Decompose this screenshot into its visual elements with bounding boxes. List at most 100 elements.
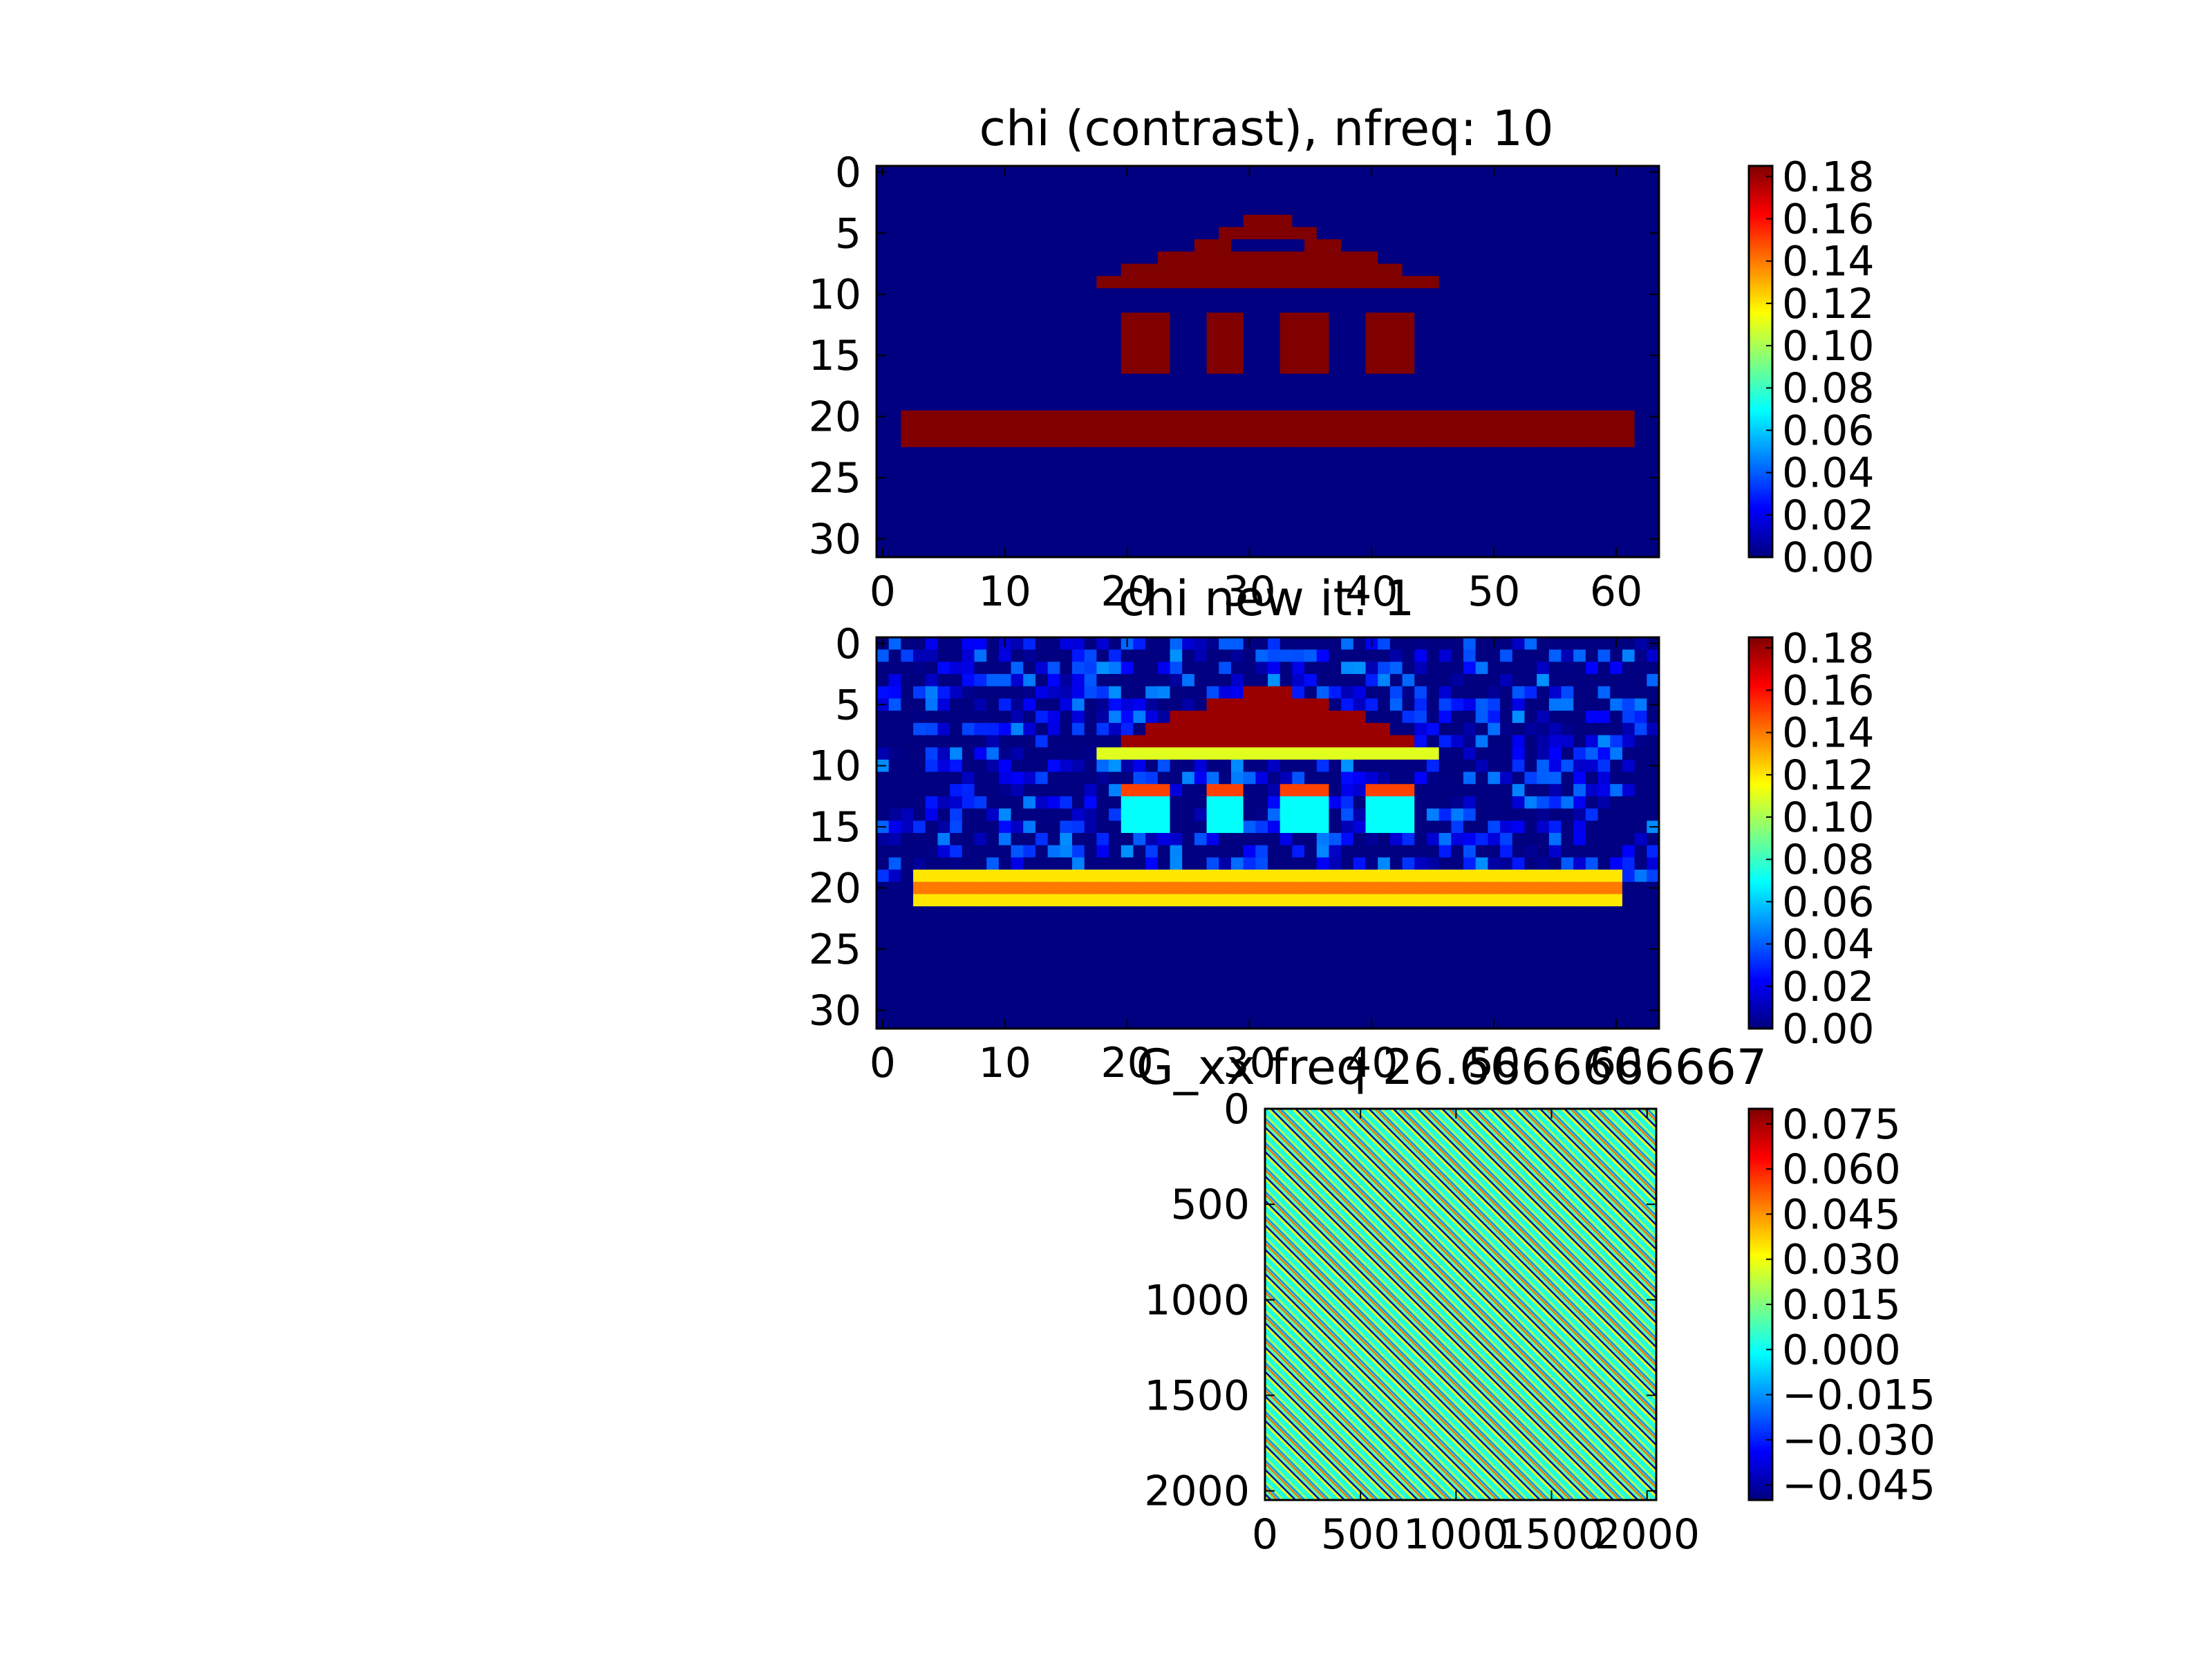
heatmap-cell	[1268, 980, 1281, 993]
heatmap-cell	[1182, 239, 1195, 252]
heatmap-cell	[1060, 637, 1073, 650]
heatmap-cell	[1011, 263, 1024, 276]
heatmap-cell	[1292, 496, 1305, 509]
heatmap-cell	[1365, 722, 1378, 736]
heatmap-band	[1265, 1257, 1508, 1500]
heatmap-cell	[1622, 508, 1635, 521]
heatmap-cell	[1157, 980, 1171, 993]
heatmap-cell	[1316, 1004, 1330, 1017]
heatmap-cell	[1610, 930, 1623, 944]
heatmap-cell	[1206, 276, 1219, 289]
heatmap-cell	[1414, 435, 1427, 448]
heatmap-cell	[1268, 747, 1281, 760]
heatmap-cell	[1047, 796, 1060, 809]
heatmap-cell	[1035, 496, 1049, 509]
heatmap-cell	[1023, 483, 1036, 497]
heatmap-cell	[1573, 190, 1586, 203]
heatmap-cell	[1170, 722, 1183, 736]
heatmap-cell	[950, 637, 963, 650]
heatmap-cell	[1230, 373, 1244, 386]
heatmap-cell	[986, 203, 1000, 216]
heatmap-cell	[1438, 459, 1452, 472]
heatmap-cell	[1548, 980, 1562, 993]
heatmap-cell	[1268, 532, 1281, 545]
heatmap-cell	[1035, 674, 1049, 687]
heatmap-cell	[1170, 324, 1183, 338]
heatmap-cell	[925, 735, 939, 748]
heatmap-cell	[1341, 166, 1354, 179]
heatmap-cell	[1145, 508, 1159, 521]
panel-1-frame	[875, 165, 1660, 559]
heatmap-cell	[1524, 520, 1537, 534]
heatmap-cell	[1072, 991, 1085, 1005]
heatmap-cell	[1353, 276, 1367, 289]
heatmap-cell	[1121, 422, 1134, 435]
heatmap-cell	[1182, 288, 1195, 301]
heatmap-cell	[1573, 698, 1586, 711]
heatmap-cell	[1463, 471, 1477, 485]
heatmap-cell	[1451, 410, 1464, 424]
heatmap-cell	[1011, 483, 1024, 497]
heatmap-cell	[937, 870, 950, 883]
heatmap-band	[1515, 1109, 1656, 1251]
heatmap-cell	[962, 483, 975, 497]
heatmap-cell	[1414, 955, 1427, 968]
heatmap-cell	[1548, 324, 1562, 338]
heatmap-cell	[1268, 967, 1281, 980]
heatmap-cell	[1573, 686, 1586, 700]
heatmap-cell	[901, 227, 914, 240]
heatmap-cell	[1084, 435, 1097, 448]
heatmap-cell	[1378, 662, 1391, 675]
heatmap-cell	[1145, 324, 1159, 338]
heatmap-band	[1392, 1109, 1656, 1373]
heatmap-cell	[1438, 918, 1452, 932]
heatmap-cell	[1548, 349, 1562, 362]
heatmap-cell	[1329, 845, 1342, 858]
heatmap-cell	[1378, 943, 1391, 956]
heatmap-cell	[1548, 545, 1562, 558]
heatmap-cell	[1243, 870, 1256, 883]
heatmap-cell	[1011, 422, 1024, 435]
heatmap-cell	[1182, 1016, 1195, 1029]
heatmap-cell	[1512, 435, 1526, 448]
heatmap-cell	[1072, 373, 1085, 386]
heatmap-cell	[925, 508, 939, 521]
heatmap-cell	[1047, 784, 1060, 797]
heatmap-cell	[1182, 967, 1195, 980]
heatmap-cell	[1145, 459, 1159, 472]
colorbar-tick-label: 0.00	[1782, 534, 1875, 582]
heatmap-cell	[1329, 722, 1342, 736]
heatmap-cell	[1255, 674, 1268, 687]
heatmap-cell	[1096, 722, 1109, 736]
heatmap-cell	[962, 930, 975, 944]
heatmap-cell	[1072, 166, 1085, 179]
heatmap-cell	[1109, 711, 1122, 724]
heatmap-cell	[1084, 373, 1097, 386]
heatmap-cell	[1353, 784, 1367, 797]
heatmap-cell	[1622, 227, 1635, 240]
heatmap-cell	[1634, 373, 1647, 386]
heatmap-cell	[1537, 373, 1550, 386]
heatmap-cell	[1389, 918, 1403, 932]
heatmap-cell	[937, 918, 950, 932]
heatmap-cell	[1341, 845, 1354, 858]
heatmap-cell	[1585, 422, 1599, 435]
heatmap-cell	[1537, 784, 1550, 797]
heatmap-cell	[1451, 300, 1464, 313]
heatmap-cell	[1316, 496, 1330, 509]
heatmap-cell	[950, 422, 963, 435]
heatmap-cell	[1023, 312, 1036, 326]
heatmap-cell	[913, 857, 926, 870]
heatmap-cell	[1316, 857, 1330, 870]
heatmap-cell	[901, 771, 914, 785]
heatmap-cell	[1500, 918, 1513, 932]
heatmap-cell	[1573, 821, 1586, 834]
heatmap-cell	[1537, 722, 1550, 736]
heatmap-cell	[1170, 312, 1183, 326]
heatmap-cell	[1561, 447, 1574, 460]
heatmap-cell	[1280, 637, 1293, 650]
heatmap-cell	[998, 178, 1012, 191]
heatmap-band	[1265, 1312, 1452, 1500]
heatmap-cell	[1280, 398, 1293, 411]
heatmap-cell	[1438, 337, 1452, 350]
